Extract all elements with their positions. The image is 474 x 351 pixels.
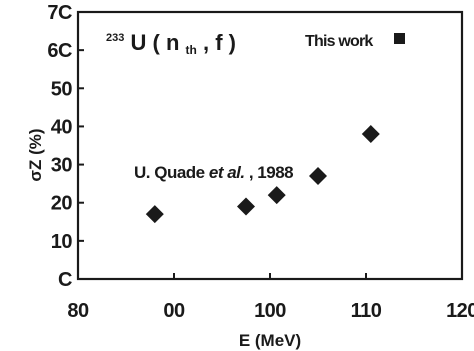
data-point-diamond bbox=[361, 125, 380, 144]
reference-year: , 1988 bbox=[249, 163, 293, 182]
x-tick-label: 110 bbox=[351, 300, 382, 322]
y-tick-label: 7C bbox=[47, 2, 72, 24]
data-point-diamond bbox=[309, 167, 327, 186]
legend-label: This work bbox=[305, 33, 373, 50]
data-points bbox=[145, 125, 380, 224]
reaction-separator: , f bbox=[203, 30, 223, 55]
y-tick-label: 40 bbox=[51, 116, 73, 138]
y-tick-label: 10 bbox=[51, 231, 73, 253]
data-point-diamond bbox=[267, 186, 286, 205]
reaction-element: U bbox=[130, 30, 146, 55]
x-tick-label: 80 bbox=[67, 300, 89, 322]
y-tick-label: 30 bbox=[51, 155, 73, 177]
y-tick-label: 6C bbox=[47, 40, 72, 62]
y-tick-label: C bbox=[58, 269, 72, 291]
y-tick-label: 50 bbox=[51, 78, 73, 100]
data-point-diamond bbox=[145, 205, 164, 224]
x-axis-title: E (MeV) bbox=[239, 331, 301, 350]
reaction-open-paren: ( bbox=[153, 30, 161, 55]
legend-marker-square bbox=[394, 33, 405, 44]
x-tick-label: 100 bbox=[254, 300, 286, 322]
reaction-label: 233 U ( n th , f ) bbox=[106, 21, 236, 59]
x-tick-label: 00 bbox=[163, 300, 185, 322]
reaction-particle: n bbox=[166, 30, 179, 55]
reference-etal: et al. bbox=[209, 163, 245, 182]
y-tick-label: 20 bbox=[51, 193, 73, 215]
x-tick-label: 120 bbox=[446, 300, 474, 322]
y-axis: C 10 20 30 40 50 6C 7C bbox=[47, 2, 84, 291]
data-point-diamond bbox=[237, 197, 255, 216]
x-axis: 80 00 100 110 120 bbox=[67, 273, 474, 322]
reference-author: U. Quade bbox=[134, 163, 209, 182]
reaction-particle-subscript: th bbox=[186, 43, 197, 57]
y-axis-title: σZ (%) bbox=[26, 128, 45, 181]
reaction-close-paren: ) bbox=[229, 30, 236, 55]
reference-annotation: U. Quade et al. , 1988 bbox=[134, 163, 293, 182]
reaction-mass-number: 233 bbox=[106, 32, 124, 44]
